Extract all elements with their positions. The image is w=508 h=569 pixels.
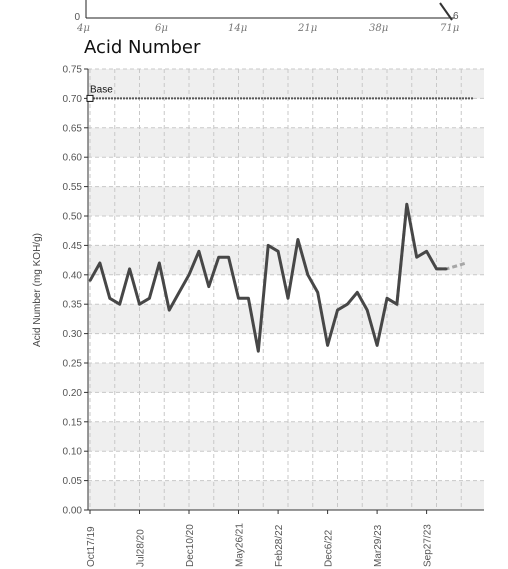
data-point [356,291,359,294]
x-tick-label: Jul28/20 [136,529,147,567]
top-strip-tick-label: 71μ [440,23,459,34]
y-tick-label: 0.20 [63,388,83,399]
y-tick-label: 0.00 [63,506,83,517]
y-tick-label: 0.75 [63,65,83,76]
chart-title: Acid Number [84,37,201,58]
y-tick-label: 0.50 [63,212,83,223]
data-point [385,297,389,300]
top-strip-right-label: 6 [453,11,459,22]
data-point [286,297,290,300]
plot-band [88,480,484,510]
data-point [138,303,141,306]
data-point [207,285,210,288]
data-point [237,297,240,300]
x-tick-label: Dec6/22 [324,529,335,567]
y-tick-label: 0.60 [63,153,83,164]
x-tick-label: Oct17/19 [86,526,97,567]
plot-band [88,421,484,452]
data-point [227,255,230,259]
top-strip-ticks: 4μ 6μ 14μ 21μ 38μ 71μ [76,23,459,34]
data-point [395,303,399,306]
plot-band [88,69,484,99]
top-strip-tick-label: 4μ [76,23,90,34]
data-point [326,344,329,347]
top-strip-tick-label: 38μ [369,23,388,34]
y-axis-label: Acid Number (mg KOH/g) [32,233,43,347]
data-point [98,261,102,265]
y-tick-label: 0.15 [63,417,83,428]
data-point [366,308,369,312]
data-point [158,261,161,265]
y-tick-label: 0.65 [63,123,83,134]
data-point [108,297,112,300]
baseline-marker [86,94,94,102]
data-point [375,344,379,347]
data-point [425,250,428,253]
plot-band [88,363,484,393]
plot-band [88,186,484,216]
data-point [445,267,448,271]
y-tick-label: 0.30 [63,329,83,340]
baseline-group: Base [86,84,474,102]
top-strip-tick-label: 14μ [228,23,247,34]
data-point [197,250,201,253]
data-point [435,267,438,271]
data-point [148,297,151,300]
top-strip-tick-label: 21μ [297,23,317,34]
y-tick-label: 0.40 [63,270,83,281]
data-point [118,303,121,306]
y-tick-label: 0.05 [63,476,83,487]
y-tick-label: 0.70 [63,94,83,105]
plot-band [88,304,484,334]
data-point [187,273,191,276]
y-tick-label: 0.25 [63,359,83,370]
data-point [217,255,220,259]
y-tick-label: 0.45 [63,241,83,252]
plot-bands [88,69,484,510]
data-point [168,308,171,312]
y-tick-labels: 0.00 0.05 0.10 0.15 0.20 0.25 0.30 0.35 0.40 0.45… [63,65,88,517]
data-point [267,244,270,247]
data-point [405,203,408,206]
plot-band [88,245,484,275]
top-strip-line [439,2,453,21]
data-point [88,279,92,282]
x-tick-label: Mar29/23 [373,524,384,567]
top-strip-tick-label: 6μ [155,23,168,34]
y-tick-label: 0.35 [63,300,83,311]
x-tick-label: Sep27/23 [423,524,434,567]
x-tick-label: May26/21 [235,523,246,567]
top-strip: 0 6 4μ 6μ 14μ 21μ 38μ 71μ [74,0,459,34]
x-tick-label: Feb28/22 [274,524,285,567]
data-point [336,308,339,312]
y-tick-label: 0.10 [63,447,83,458]
data-point [306,273,309,276]
data-point [177,291,181,294]
data-point [415,255,418,259]
data-point [276,250,280,253]
plot-band [88,127,484,158]
top-strip-y-label: 0 [74,12,80,23]
data-point [257,350,260,353]
baseline-label: Base [90,84,113,95]
y-tick-label: 0.55 [63,182,83,193]
data-point [247,297,250,300]
data-point [128,267,131,271]
data-point [346,303,349,306]
data-point [316,291,319,294]
data-point [296,238,300,241]
x-tick-labels: Oct17/19 Jul28/20 Dec10/20 May26/21 Feb28/22… [86,510,434,567]
series-group [88,202,448,353]
x-tick-label: Dec10/20 [185,524,196,567]
